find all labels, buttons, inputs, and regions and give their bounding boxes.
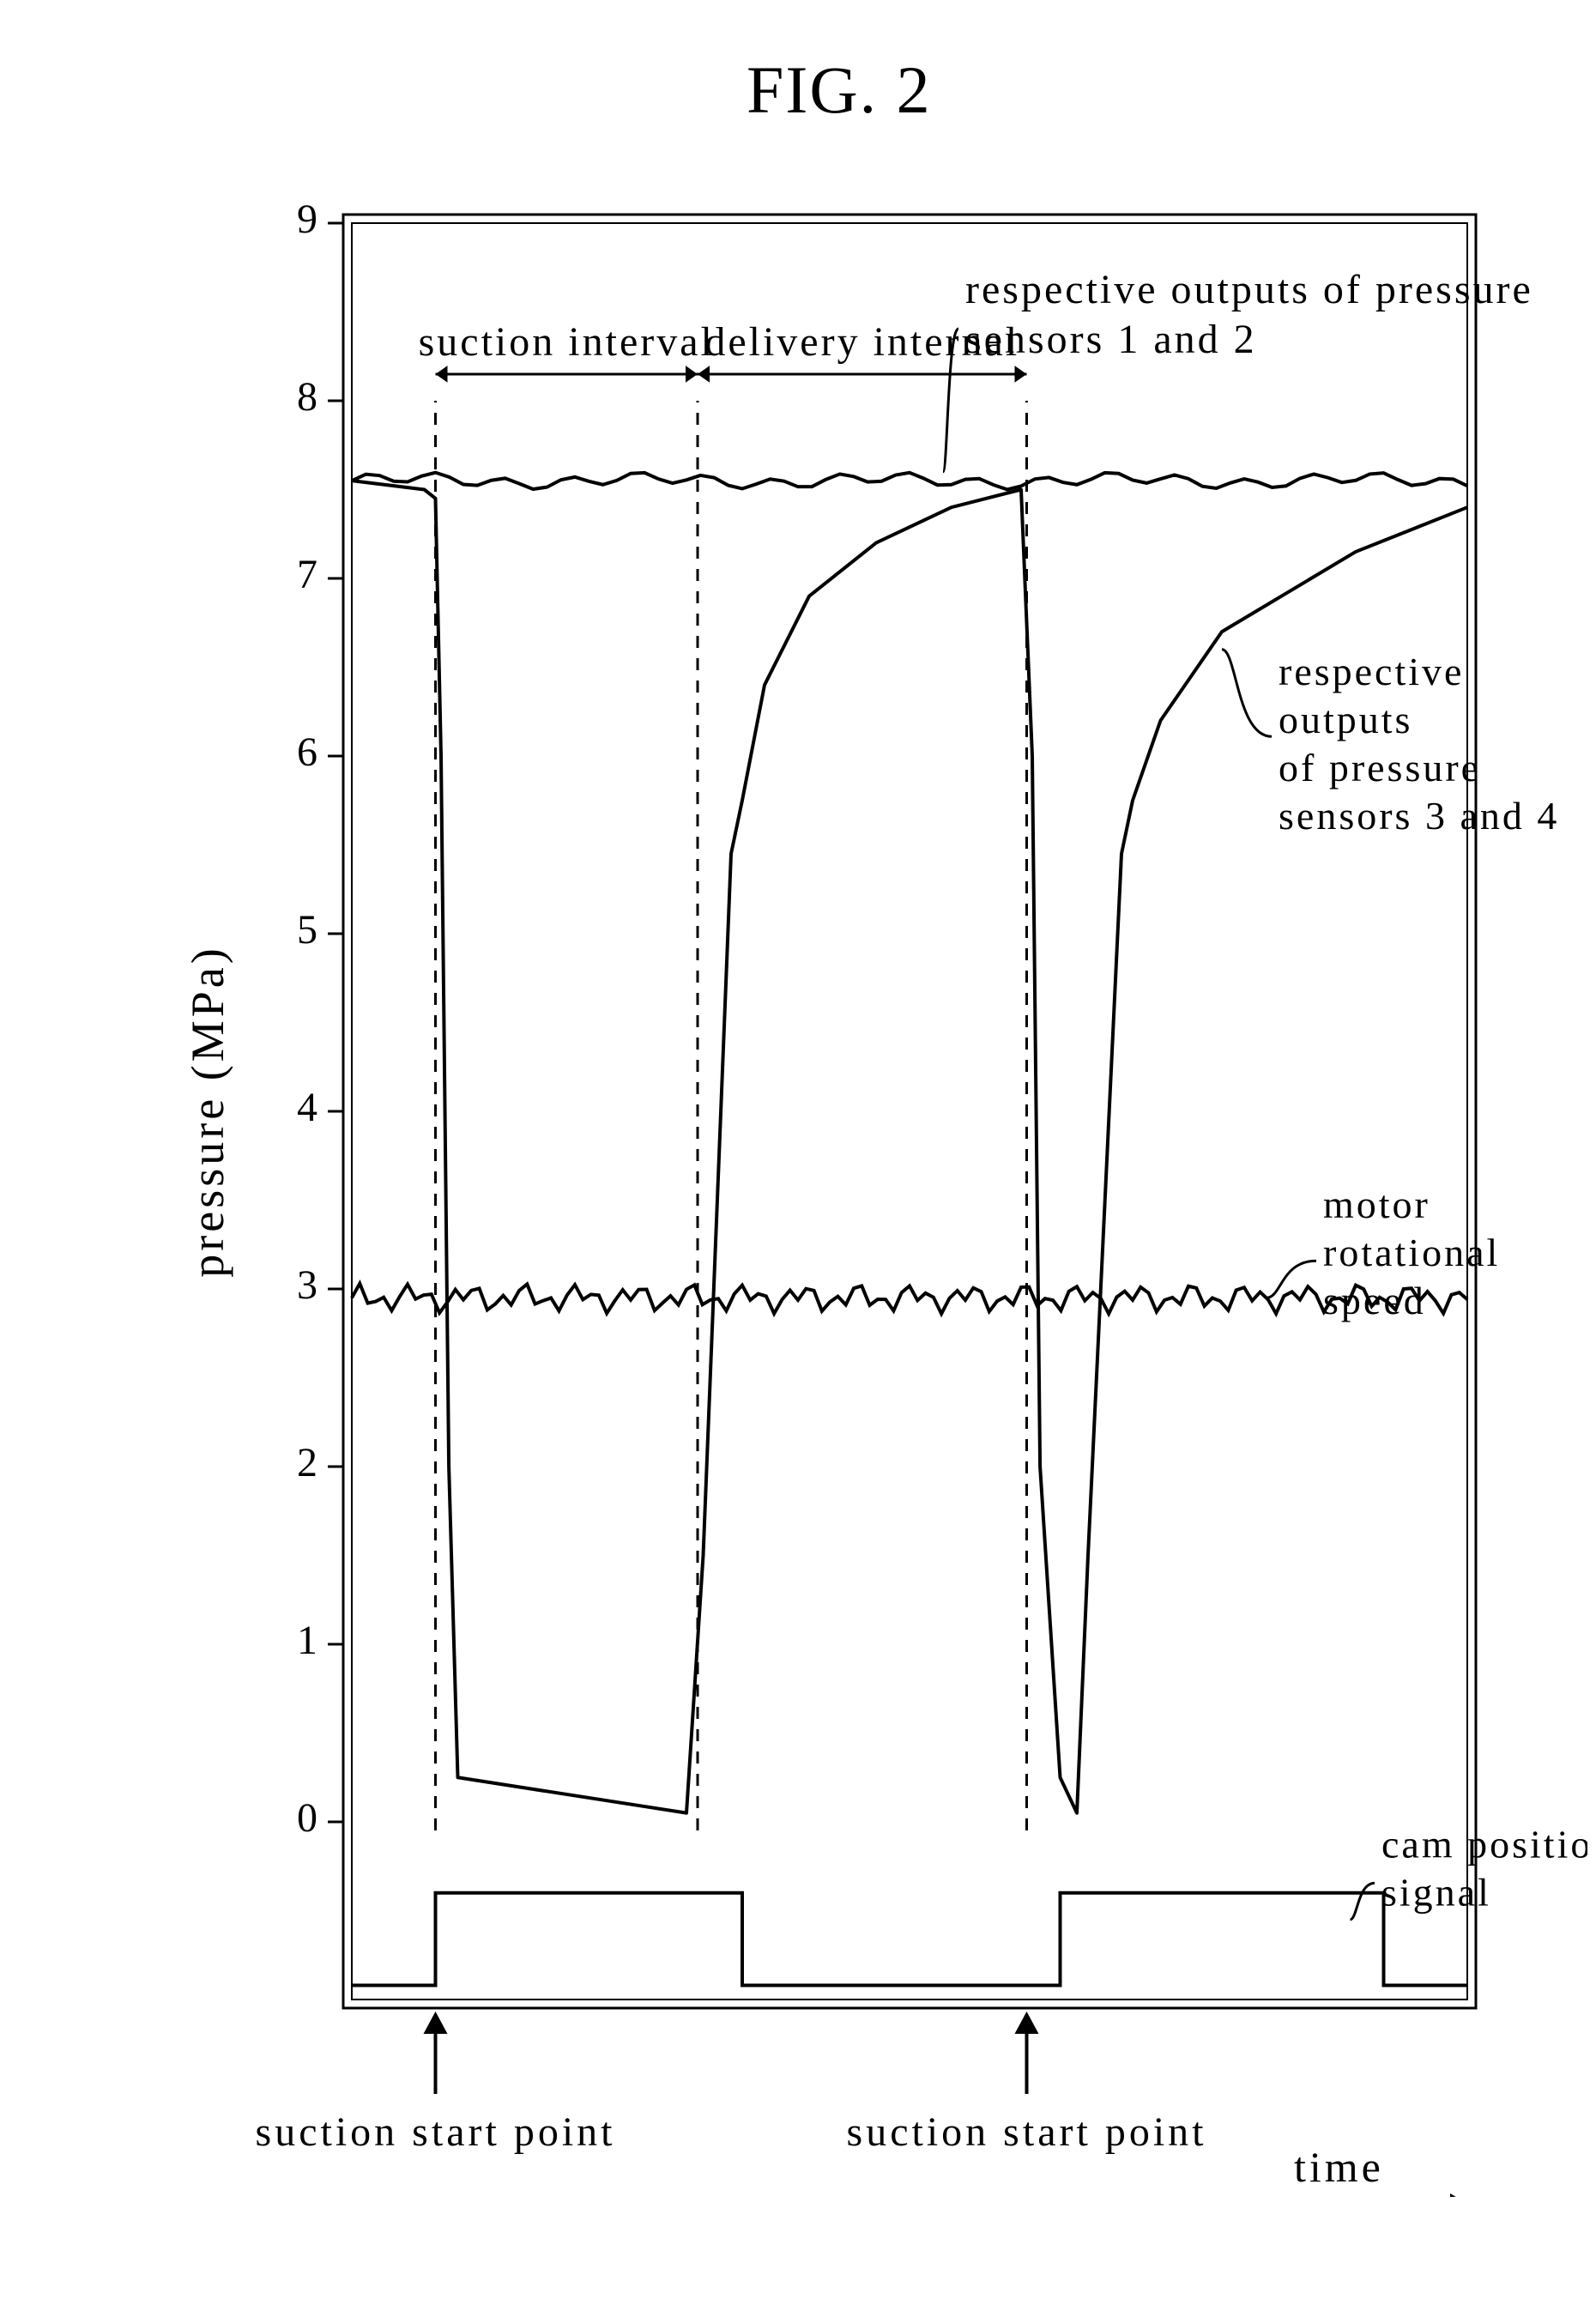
chart-svg: 0 1 2 3 4 5 6 7 8 9 pressure (MPa) suction interval…: [129, 154, 1587, 2197]
svg-text:suction interval: suction interval: [419, 319, 715, 365]
svg-text:of pressure: of pressure: [1279, 746, 1481, 790]
inner-frame: [352, 223, 1467, 2000]
y-tick-label: 1: [297, 1618, 317, 1663]
y-tick-label: 7: [297, 552, 317, 597]
y-axis-label: pressure (MPa): [182, 945, 233, 1277]
svg-text:speed: speed: [1323, 1279, 1426, 1322]
y-tick-label: 6: [297, 729, 317, 775]
outer-frame: [343, 215, 1476, 2008]
svg-text:respective outputs of pressure: respective outputs of pressure: [965, 267, 1533, 312]
motor-speed-label: motor rotational speed: [1267, 1183, 1500, 1322]
suction-start-arrow-1: [424, 2012, 448, 2094]
motor-speed-line: [352, 1284, 1467, 1314]
svg-text:cam position: cam position: [1381, 1822, 1587, 1866]
svg-text:motor: motor: [1323, 1183, 1430, 1226]
suction-start-arrow-2: [1015, 2012, 1039, 2094]
svg-text:signal: signal: [1381, 1870, 1491, 1914]
y-tick-label: 4: [297, 1085, 317, 1130]
sensors-1-2-label: respective outputs of pressure sensors 1 …: [943, 267, 1533, 472]
suction-interval-marker: suction interval: [419, 319, 715, 383]
cam-position-line: [352, 1893, 1467, 1986]
svg-text:rotational: rotational: [1323, 1231, 1500, 1274]
svg-text:outputs: outputs: [1279, 698, 1412, 741]
y-tick-label: 0: [297, 1795, 317, 1841]
y-tick-label: 3: [297, 1262, 317, 1308]
svg-text:time: time: [1294, 2143, 1384, 2191]
figure-title: FIG. 2: [747, 51, 932, 129]
suction-start-label-2: suction start point: [847, 2109, 1207, 2155]
y-tick-label: 9: [297, 197, 317, 242]
svg-text:respective: respective: [1279, 650, 1464, 693]
y-tick-label: 2: [297, 1440, 317, 1485]
time-axis-arrow: time: [1294, 2143, 1471, 2197]
suction-start-label-1: suction start point: [256, 2109, 616, 2155]
svg-text:sensors 1 and 2: sensors 1 and 2: [965, 317, 1257, 362]
cam-position-label: cam positionsignal: [1351, 1822, 1588, 1919]
sensors-3-4-label: respective outputs of pressuresensors 3 an…: [1222, 650, 1559, 838]
svg-text:sensors 3 and 4: sensors 3 and 4: [1279, 794, 1559, 838]
y-tick-label: 5: [297, 907, 317, 953]
y-tick-label: 8: [297, 374, 317, 420]
page: FIG. 2 0 1 2 3 4 5 6 7 8 9 pressure (MPa) suction i…: [0, 0, 1596, 2299]
sensors-1-2-line: [352, 473, 1467, 490]
